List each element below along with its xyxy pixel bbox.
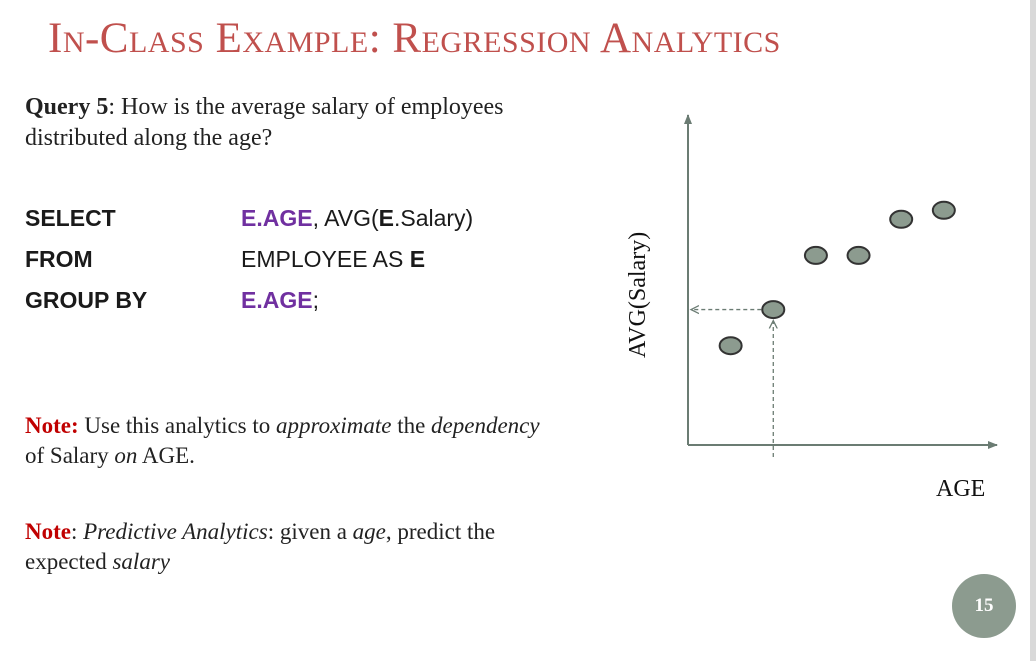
note1-italic-3: on	[114, 443, 138, 468]
note2-text-1: :	[70, 519, 84, 544]
data-point	[803, 245, 828, 265]
sql-group-clause: E.AGE;	[241, 287, 319, 314]
note1-text-1: Use this analytics to	[78, 413, 277, 438]
data-point	[761, 300, 786, 320]
sql-select-clause: E.AGE, AVG(E.Salary)	[241, 205, 473, 232]
note2-text-2: : given a	[267, 519, 353, 544]
data-point	[931, 200, 956, 220]
sql-from-clause: EMPLOYEE AS E	[241, 246, 425, 273]
note2-text-3: , predict the expected	[25, 519, 496, 574]
sql-group-value: E.AGE	[241, 287, 313, 313]
page-number-badge: 15	[952, 574, 1016, 638]
data-point	[889, 209, 914, 229]
query-label: Query 5	[25, 94, 109, 120]
sql-select-sep: , AVG(	[312, 205, 379, 231]
sql-from-keyword: FROM	[25, 246, 93, 272]
note2-label: Note	[25, 519, 71, 544]
sql-from-alias: E	[409, 246, 426, 272]
sql-from-table: EMPLOYEE AS	[241, 246, 410, 272]
query-question: : How is the average salary of employees…	[25, 94, 504, 151]
note1-italic-2: dependency	[431, 413, 540, 438]
note1-text-4: AGE.	[137, 443, 195, 468]
sql-select-alias2: E	[378, 205, 394, 231]
note1-text-2: the	[391, 413, 432, 438]
note2-italic-3: salary	[112, 549, 170, 574]
slide-title: In-Class Example: Regression Analytics	[48, 15, 781, 62]
data-point	[846, 245, 871, 265]
note-approximate: Note: Use this analytics to approximate …	[25, 411, 545, 471]
sql-select-rest: .Salary)	[393, 205, 474, 231]
note1-text-3: of Salary	[25, 443, 115, 468]
slide-right-border	[1030, 0, 1036, 661]
sql-group-end: ;	[312, 287, 319, 313]
note2-italic-1: Predictive Analytics	[83, 519, 268, 544]
query-text: Query 5: How is the average salary of em…	[25, 92, 545, 154]
scatter-chart: AVG(Salary)	[625, 114, 998, 457]
note1-italic-1: approximate	[276, 413, 392, 438]
sql-select-keyword: SELECT	[25, 205, 116, 231]
data-point	[718, 336, 743, 356]
sql-group-keyword: GROUP BY	[25, 287, 148, 313]
sql-select-alias: E.AGE	[241, 205, 313, 231]
note2-italic-2: age	[352, 519, 386, 544]
x-axis-label: AGE	[936, 476, 986, 502]
note-predictive: Note: Predictive Analytics: given a age,…	[25, 517, 565, 577]
note1-label: Note:	[25, 413, 79, 438]
y-axis-label: AVG(Salary)	[625, 232, 651, 358]
